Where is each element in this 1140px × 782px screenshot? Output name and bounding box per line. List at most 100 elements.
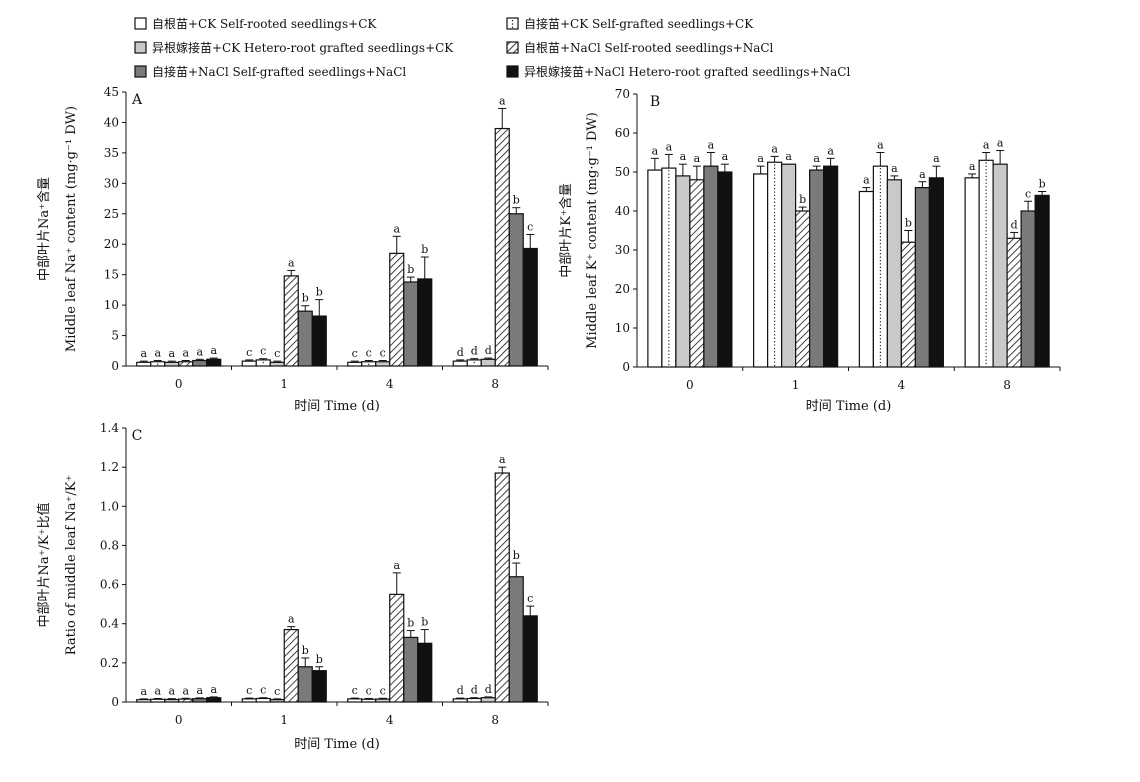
y-tick-label: 70 [615, 87, 630, 101]
y-tick-label: 0 [111, 359, 119, 373]
bar-hr_ck-t4 [886, 179, 902, 368]
significance-letter: b [421, 243, 428, 256]
bar-sr_nacl-t0 [178, 361, 194, 367]
y-tick-label: 10 [104, 298, 119, 312]
legend-swatch-sg_nacl [134, 65, 147, 78]
y-axis-label-cn: 中部叶片Na⁺/K⁺比值 [36, 503, 52, 628]
bar-sg_nacl-t4 [403, 636, 419, 703]
significance-letter: c [274, 347, 280, 360]
bar-hr_nacl-t8 [1034, 194, 1050, 368]
bar-hr_ck-t0 [675, 175, 691, 368]
y-axis-label-cn: 中部叶片K⁺含量 [558, 183, 574, 278]
bar-hr_ck-t4 [375, 698, 391, 703]
bar-sr_ck-t4 [347, 698, 363, 703]
bar-hr_nacl-t1 [823, 165, 839, 368]
significance-letter: b [905, 217, 912, 230]
legend-label-hr_nacl: 异根嫁接苗+NaCl Hetero-root grafted seedlings… [524, 64, 850, 79]
significance-letter: b [513, 549, 520, 562]
bar-sg_nacl-t1 [809, 169, 825, 368]
significance-letter: d [471, 684, 478, 697]
bar-sr_ck-t1 [241, 698, 257, 703]
bar-sr_nacl-t8 [494, 472, 510, 703]
y-tick-label: 1.4 [100, 421, 119, 435]
legend-swatch-sr_ck [134, 17, 147, 30]
x-tick-label: 1 [792, 378, 800, 392]
significance-letter: c [352, 347, 358, 360]
y-tick-label: 0 [622, 360, 630, 374]
significance-letter: d [1011, 218, 1018, 231]
significance-letter: b [302, 644, 309, 657]
significance-letter: a [499, 453, 506, 466]
significance-letter: a [771, 142, 778, 155]
significance-letter: a [499, 94, 506, 107]
x-tick-label: 4 [386, 377, 394, 391]
bar-hr_ck-t8 [480, 358, 496, 367]
significance-letter: a [813, 152, 820, 165]
x-tick-label: 1 [280, 713, 288, 727]
significance-letter: b [421, 616, 428, 629]
y-tick-label: 0.8 [100, 538, 119, 552]
y-tick-label: 30 [104, 176, 119, 190]
bar-sg_nacl-t0 [703, 165, 719, 368]
bar-hr_ck-t1 [269, 361, 285, 367]
significance-letter: c [246, 684, 252, 697]
bar-sr_ck-t8 [452, 360, 468, 367]
bar-sg_nacl-t8 [508, 213, 524, 367]
significance-letter: c [527, 220, 533, 233]
bar-sr_nacl-t1 [283, 628, 299, 703]
y-axis-label-en: Ratio of middle leaf Na⁺/K⁺ [64, 475, 79, 656]
y-tick-label: 20 [615, 282, 630, 296]
bar-sr_ck-t1 [753, 173, 769, 368]
bar-hr_ck-t1 [781, 163, 797, 368]
bar-sr_nacl-t0 [689, 179, 705, 368]
significance-letter: b [302, 292, 309, 305]
legend-swatch-hr_ck [134, 41, 147, 54]
significance-letter: d [457, 684, 464, 697]
y-tick-label: 40 [104, 115, 119, 129]
bar-hr_ck-t8 [480, 697, 496, 703]
bar-sg_ck-t1 [255, 697, 271, 703]
significance-letter: c [527, 592, 533, 605]
significance-letter: a [140, 685, 147, 698]
bar-sg_ck-t1 [767, 161, 783, 368]
significance-letter: a [680, 150, 687, 163]
y-tick-label: 25 [104, 207, 119, 221]
bar-hr_nacl-t1 [311, 315, 327, 367]
significance-letter: a [863, 174, 870, 187]
x-tick-label: 0 [175, 377, 183, 391]
significance-letter: a [168, 347, 175, 360]
y-tick-label: 10 [615, 321, 630, 335]
bar-sr_ck-t0 [136, 699, 152, 703]
significance-letter: b [407, 617, 414, 630]
y-tick-label: 40 [615, 204, 630, 218]
y-tick-label: 1.0 [100, 499, 119, 513]
legend-label-sr_ck: 自根苗+CK Self-rooted seedlings+CK [152, 17, 377, 31]
x-tick-label: 4 [898, 378, 906, 392]
bar-sr_ck-t8 [964, 177, 980, 368]
significance-letter: c [260, 345, 266, 358]
x-axis-title: 时间 Time (d) [806, 399, 892, 414]
x-tick-label: 8 [491, 377, 499, 391]
bar-hr_ck-t4 [375, 361, 391, 367]
bar-sr_nacl-t4 [389, 593, 405, 703]
significance-letter: a [168, 685, 175, 698]
y-axis-label-en: Middle leaf K⁺ content (mg·g⁻¹ DW) [585, 112, 600, 349]
significance-letter: b [316, 286, 323, 299]
significance-letter: c [246, 346, 252, 359]
significance-letter: a [969, 160, 976, 173]
x-tick-label: 8 [1003, 378, 1011, 392]
legend-label-hr_ck: 异根嫁接苗+CK Hetero-root grafted seedlings+C… [152, 40, 454, 55]
significance-letter: a [757, 152, 764, 165]
significance-letter: c [274, 685, 280, 698]
significance-letter: a [182, 347, 189, 360]
significance-letter: a [196, 684, 203, 697]
bar-sr_nacl-t4 [389, 252, 405, 367]
significance-letter: a [919, 168, 926, 181]
significance-letter: c [352, 684, 358, 697]
bar-sg_ck-t4 [361, 698, 377, 703]
y-axis-label-en: Middle leaf Na⁺ content (mg·g⁻¹ DW) [64, 106, 79, 352]
bar-sg_nacl-t8 [508, 576, 524, 703]
legend-swatch-hr_nacl [506, 65, 519, 78]
y-tick-label: 0 [111, 695, 119, 709]
